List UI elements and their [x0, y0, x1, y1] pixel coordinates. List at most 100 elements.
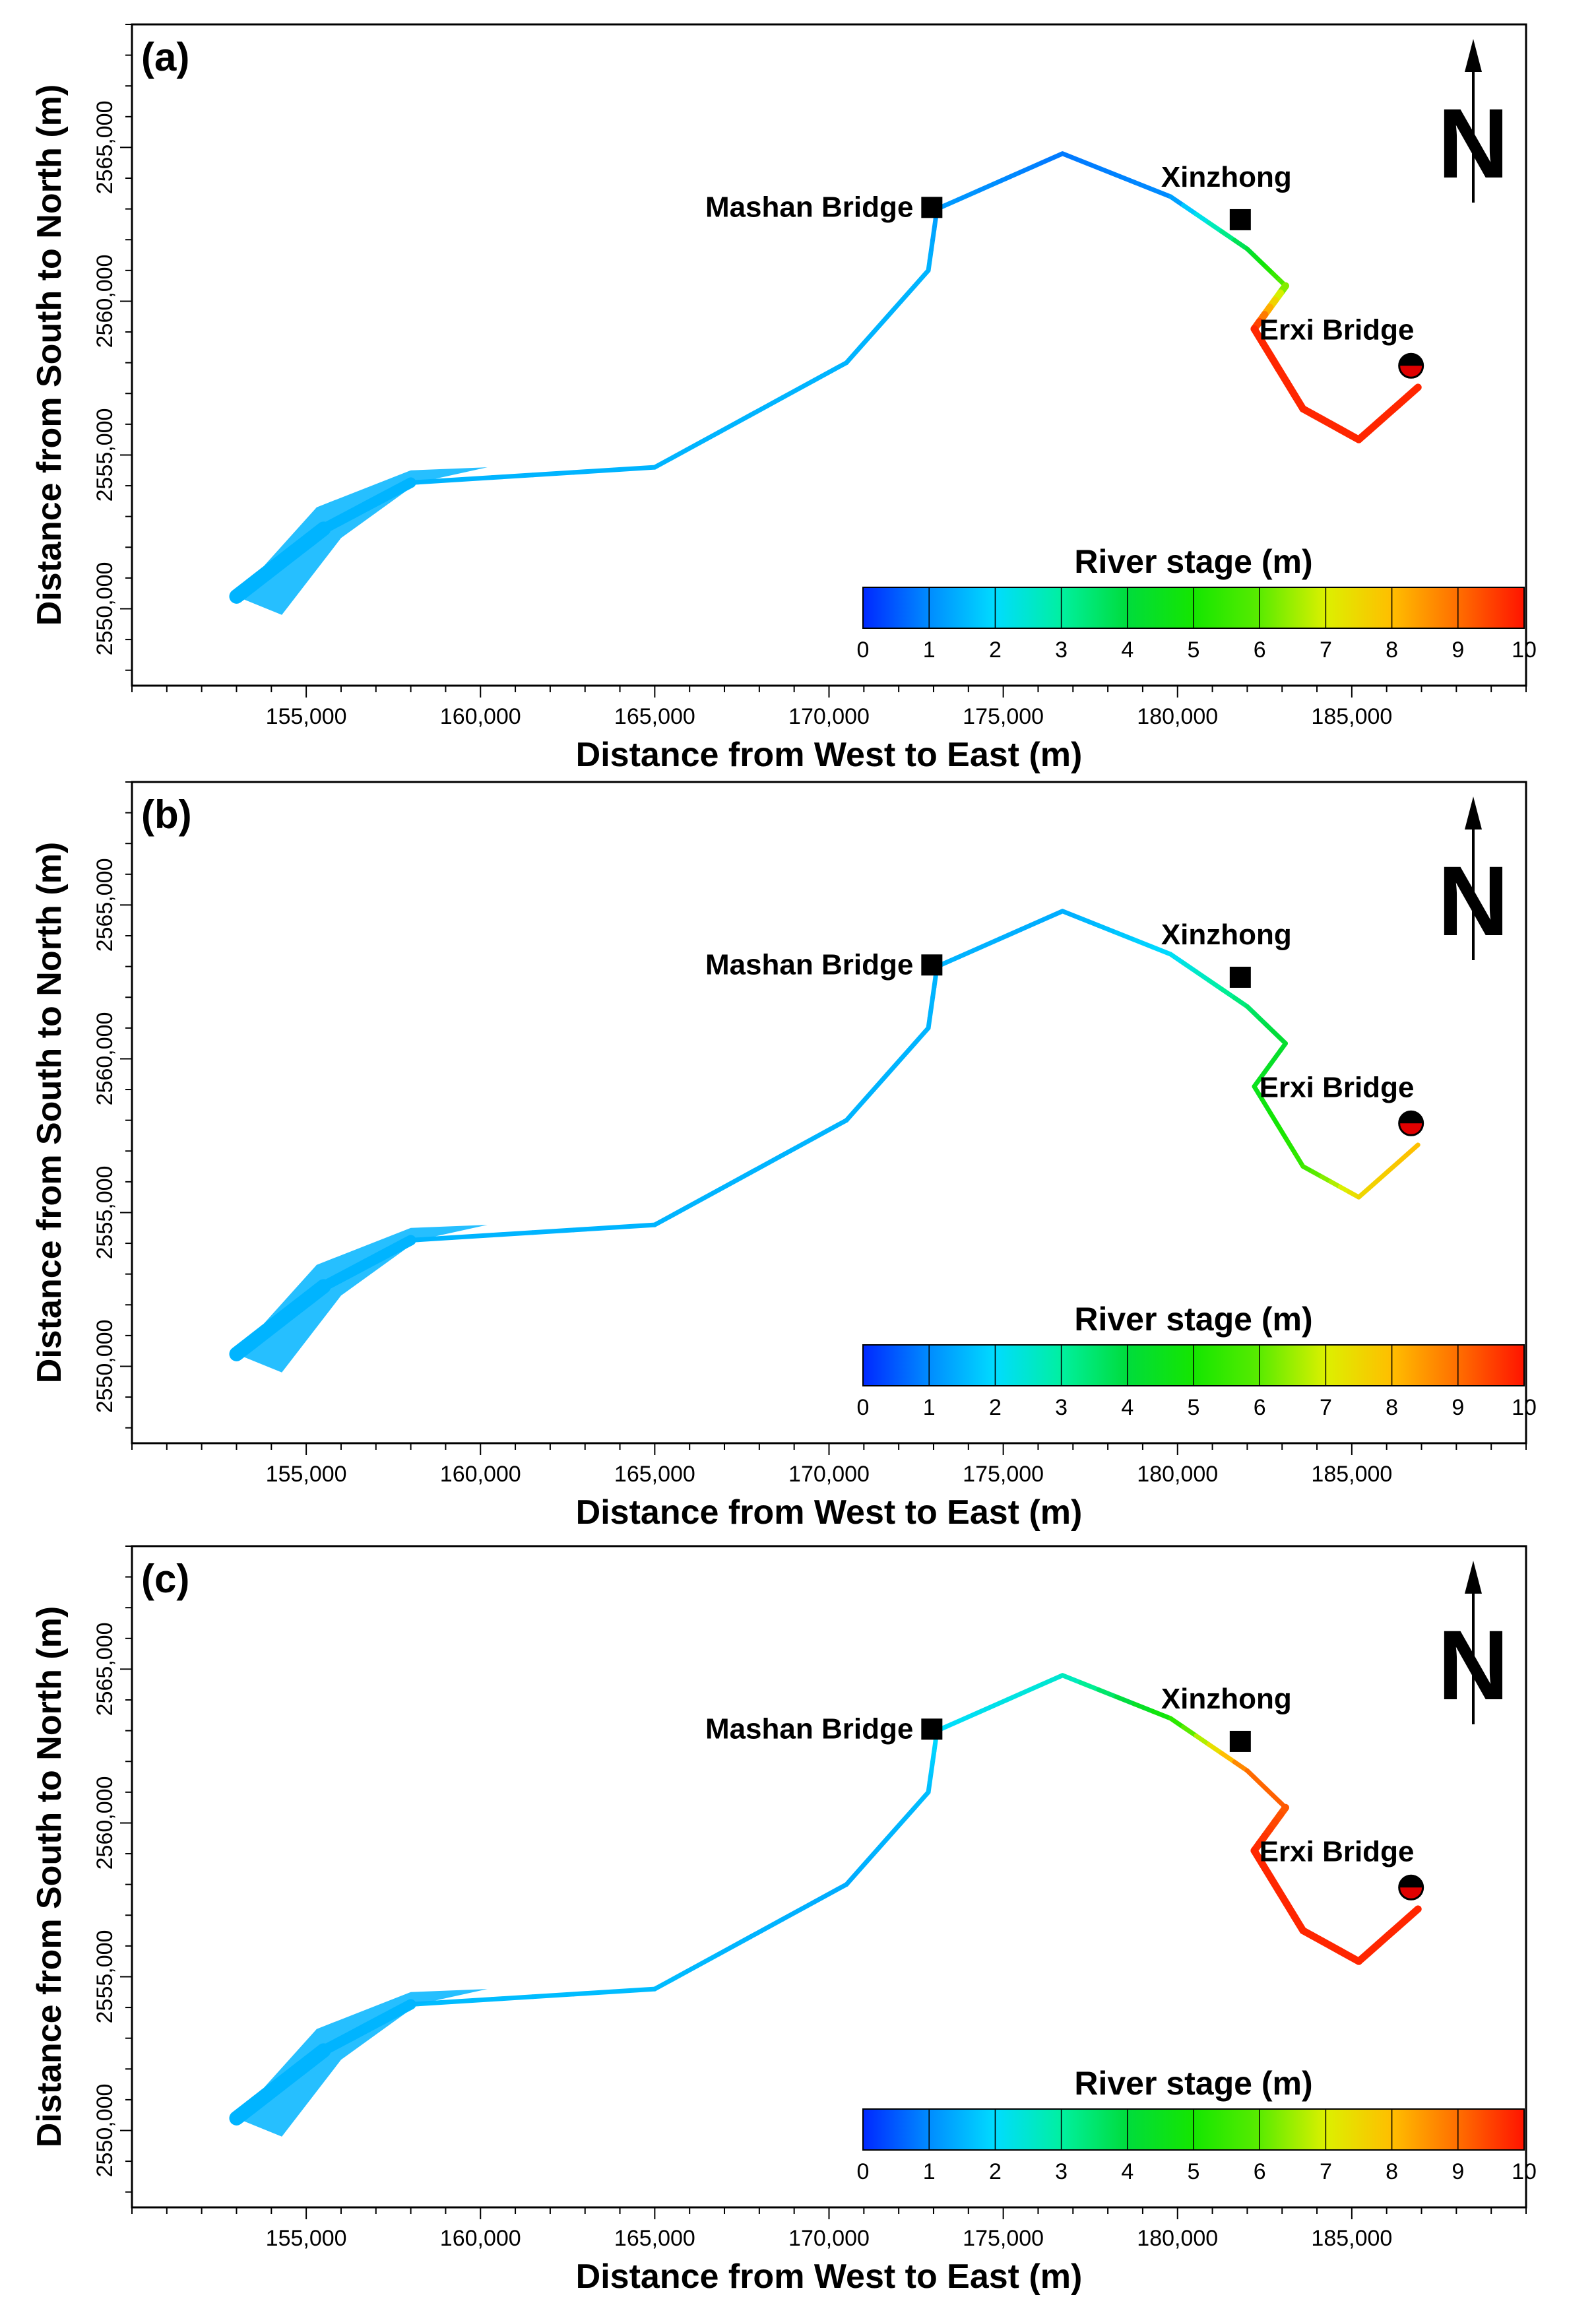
site-marker-square: [1229, 209, 1251, 230]
y-tick-label: 2555,000: [92, 1166, 117, 1260]
x-tick-label: 160,000: [440, 704, 521, 729]
colorbar-tick-label: 5: [1188, 1395, 1200, 1420]
site-label: Erxi Bridge: [1260, 313, 1415, 346]
river-segment: [780, 377, 817, 400]
river-segment: [1132, 937, 1155, 950]
river-segment: [1194, 211, 1211, 226]
river-segment: [1039, 151, 1065, 166]
panel-a: 155,000 160,000 165,000 170,000 175,000 180,0…: [30, 23, 1537, 774]
river-segment: [955, 946, 982, 960]
river-segment: [716, 1934, 753, 1957]
river-segment: [1194, 1733, 1211, 1747]
river-segment: [997, 1691, 1023, 1706]
river-segment: [1219, 229, 1237, 243]
river-segment: [899, 1805, 917, 1825]
river-segment: [684, 430, 721, 453]
river-segment: [1132, 179, 1155, 192]
colorbar-tick-label: 7: [1320, 1395, 1332, 1420]
river-segment: [1181, 1724, 1199, 1738]
colorbar-tick-label: 0: [857, 637, 870, 663]
y-tick-label: 2555,000: [92, 408, 117, 502]
river-floodplain: [236, 467, 488, 615]
river-segment: [748, 1916, 785, 1939]
x-tick-label: 180,000: [1137, 2226, 1218, 2251]
river-segment: [1284, 1137, 1298, 1155]
x-tick-label: 165,000: [614, 2226, 695, 2251]
river-segment: [1039, 909, 1065, 923]
colorbar-tick-label: 4: [1121, 1395, 1133, 1420]
x-axis-title: Distance from West to East (m): [576, 736, 1083, 774]
river-channel: [229, 1673, 1422, 2137]
river-mouth: [234, 1351, 239, 1357]
colorbar-tick-label: 10: [1512, 1395, 1537, 1420]
river-segment: [612, 1986, 657, 1994]
river-segment: [748, 1152, 785, 1175]
site-label: Mashan Bridge: [705, 191, 913, 223]
river-segment: [1181, 203, 1199, 216]
river-segment: [780, 1135, 817, 1157]
river-segment: [530, 470, 576, 478]
river-segment: [1252, 1084, 1265, 1103]
river-segment: [1276, 1124, 1289, 1142]
river-channel: [229, 909, 1420, 1373]
river-mouth: [234, 2115, 239, 2121]
river-segment: [858, 1087, 876, 1107]
river-segment: [871, 1836, 890, 1856]
colorbar-tick-label: 4: [1121, 2159, 1133, 2184]
river-segment: [844, 1102, 863, 1123]
x-tick-label: 160,000: [440, 2226, 521, 2251]
river-segment: [1293, 1150, 1306, 1169]
x-tick-label: 185,000: [1311, 2226, 1392, 2251]
site-marker-square: [1229, 966, 1251, 988]
colorbar-tick-label: 5: [1188, 637, 1200, 663]
plot-frame: [131, 1545, 1527, 2209]
river-segment: [652, 447, 689, 470]
river-segment: [652, 1969, 689, 1992]
river-segment: [684, 1951, 721, 1974]
river-segment: [976, 1701, 1002, 1715]
river-segment: [955, 1710, 982, 1724]
river-segment: [955, 188, 982, 203]
colorbar-tick-label: 2: [989, 1395, 1002, 1420]
river-segment: [530, 1227, 576, 1235]
river-segment: [1132, 1701, 1155, 1714]
colorbar-tick-label: 4: [1121, 637, 1133, 663]
river-segment: [652, 1205, 689, 1227]
river-segment: [871, 314, 890, 335]
river-segment: [490, 1994, 535, 2002]
y-tick-label: 2555,000: [92, 1930, 117, 2024]
river-segment: [1232, 238, 1250, 251]
y-tick-label: 2560,000: [92, 1776, 117, 1870]
river-segment: [449, 1997, 495, 2005]
plot-frame: [131, 23, 1527, 687]
river-segment: [1268, 1111, 1281, 1129]
river-segment: [858, 1851, 876, 1871]
river-segment: [976, 936, 1002, 951]
x-tick-label: 160,000: [440, 1462, 521, 1487]
y-tick-label: 2560,000: [92, 255, 117, 348]
river-segment: [1150, 1708, 1173, 1721]
y-axis-title: Distance from South to North (m): [30, 842, 69, 1383]
river-segment: [812, 360, 849, 383]
x-tick-label: 165,000: [614, 704, 695, 729]
river-channel: [229, 151, 1422, 615]
river-segment: [1018, 918, 1044, 932]
river-segment: [1194, 969, 1211, 983]
x-tick-label: 180,000: [1137, 704, 1218, 729]
x-tick-label: 155,000: [266, 2226, 347, 2251]
colorbar-tick-label: 10: [1512, 2159, 1537, 2184]
colorbar-tick-label: 10: [1512, 637, 1537, 663]
river-segment: [885, 298, 904, 319]
river-segment: [912, 1025, 931, 1046]
river-segment: [1039, 1673, 1065, 1687]
y-axis-title: Distance from South to North (m): [30, 84, 69, 626]
river-segment: [684, 1187, 721, 1210]
x-tick-label: 175,000: [963, 1462, 1044, 1487]
site-marker-half: [1399, 1875, 1423, 1888]
river-segment: [449, 1233, 495, 1241]
river-segment: [885, 1820, 904, 1841]
colorbar-tick-label: 3: [1055, 2159, 1068, 2184]
colorbar-title: River stage (m): [1074, 543, 1312, 580]
river-segment: [1219, 1751, 1237, 1765]
site-label: Xinzhong: [1161, 919, 1292, 951]
